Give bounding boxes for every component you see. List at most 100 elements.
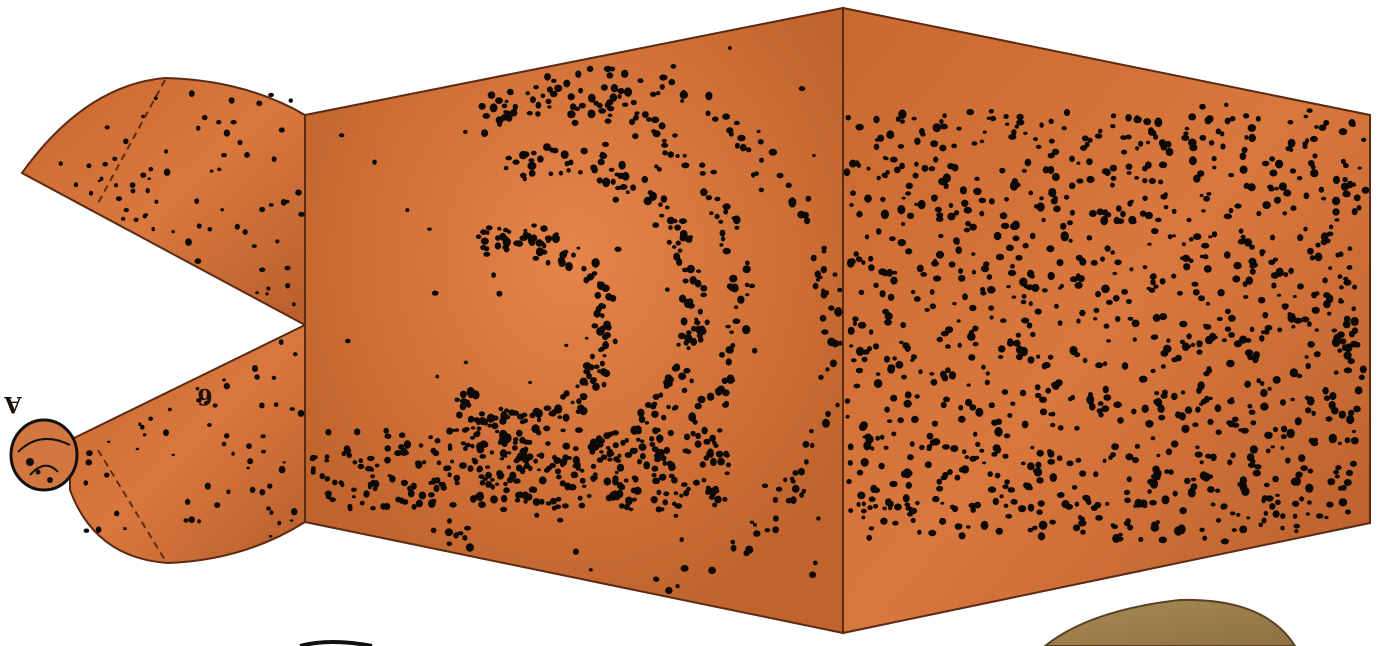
- speckle: [626, 190, 630, 194]
- speckle: [869, 496, 876, 502]
- speckle: [1116, 205, 1122, 212]
- speckle: [582, 485, 586, 488]
- speckle: [1111, 523, 1115, 527]
- speckle: [1253, 470, 1261, 477]
- speckle: [448, 448, 452, 451]
- speckle: [572, 120, 579, 126]
- speckle: [1083, 358, 1088, 363]
- speckle: [905, 191, 911, 195]
- speckle: [155, 200, 159, 204]
- speckle: [816, 516, 820, 520]
- speckle: [939, 145, 946, 152]
- speckle: [1023, 482, 1029, 488]
- speckle: [972, 326, 978, 332]
- speckle: [825, 367, 829, 371]
- speckle: [539, 499, 544, 505]
- speckle: [668, 151, 675, 158]
- speckle: [706, 451, 714, 458]
- speckle: [455, 532, 459, 537]
- speckle: [985, 380, 990, 386]
- speckle: [883, 156, 887, 160]
- speckle: [544, 73, 551, 81]
- speckle: [682, 268, 688, 272]
- speckle: [703, 439, 710, 445]
- speckle: [886, 130, 894, 139]
- speckle: [1036, 509, 1042, 515]
- speckle: [395, 497, 401, 503]
- speckle: [861, 509, 867, 514]
- speckle: [899, 341, 904, 344]
- speckle: [691, 431, 696, 437]
- speckle: [751, 172, 756, 177]
- speckle: [1175, 411, 1181, 418]
- speckle: [107, 441, 110, 443]
- speckle: [1294, 529, 1298, 533]
- speckle: [408, 490, 415, 498]
- speckle: [957, 319, 961, 322]
- speckle: [602, 382, 607, 388]
- speckle: [1110, 452, 1116, 457]
- speckle: [892, 356, 897, 360]
- speckle: [1104, 169, 1110, 176]
- speckle: [130, 189, 135, 194]
- speckle: [729, 275, 737, 283]
- speckle: [550, 91, 558, 97]
- speckle: [284, 266, 290, 271]
- speckle: [571, 401, 575, 405]
- speckle: [1230, 452, 1235, 458]
- speckle: [1133, 337, 1137, 342]
- speckle: [1247, 404, 1252, 409]
- speckle: [1135, 146, 1139, 150]
- speckle: [876, 372, 881, 376]
- speckle: [359, 458, 364, 463]
- speckle: [959, 532, 966, 539]
- speckle: [1016, 114, 1023, 120]
- speckle: [523, 439, 529, 444]
- speckle: [901, 222, 905, 226]
- speckle: [607, 458, 612, 462]
- speckle: [967, 333, 976, 341]
- speckle: [1292, 501, 1299, 507]
- speckle: [811, 255, 817, 262]
- speckle: [1358, 167, 1362, 170]
- speckle: [164, 169, 171, 176]
- speckle: [991, 420, 998, 426]
- speckle: [803, 441, 810, 448]
- speckle: [460, 403, 467, 410]
- speckle: [1259, 335, 1265, 342]
- speckle: [656, 428, 661, 432]
- speckle: [675, 503, 682, 509]
- speckle: [1113, 401, 1122, 408]
- speckle: [528, 466, 533, 472]
- speckle: [638, 78, 644, 83]
- speckle: [1075, 502, 1080, 507]
- speckle: [1333, 470, 1339, 475]
- speckle: [918, 200, 926, 209]
- speckle: [849, 344, 853, 347]
- speckle: [431, 528, 437, 534]
- speckle: [706, 195, 712, 200]
- speckle: [1344, 351, 1352, 360]
- speckle: [1111, 443, 1119, 450]
- speckle: [560, 429, 565, 433]
- speckle: [1206, 302, 1210, 306]
- speckle: [1290, 205, 1296, 211]
- speckle: [394, 450, 402, 456]
- speckle: [1152, 466, 1159, 474]
- speckle: [1029, 486, 1033, 491]
- speckle: [581, 266, 586, 272]
- speckle: [608, 431, 613, 436]
- speckle: [1272, 476, 1279, 483]
- neighbor-piece-edge: [300, 642, 372, 646]
- speckle: [495, 97, 503, 104]
- speckle: [592, 271, 597, 276]
- speckle: [325, 491, 332, 497]
- speckle: [696, 269, 701, 273]
- speckle: [1273, 376, 1281, 384]
- speckle: [752, 348, 757, 354]
- speckle: [1145, 212, 1153, 220]
- speckle: [1315, 328, 1319, 332]
- speckle: [1283, 192, 1288, 196]
- speckle: [1057, 259, 1064, 266]
- speckle: [1335, 475, 1340, 479]
